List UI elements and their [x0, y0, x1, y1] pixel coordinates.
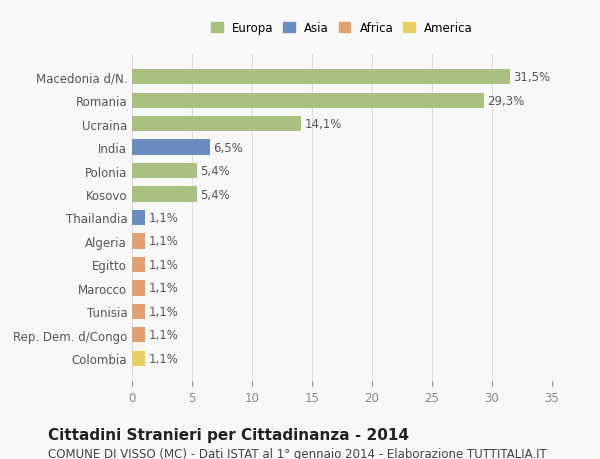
Text: 1,1%: 1,1%: [149, 305, 179, 318]
Bar: [132, 163, 197, 179]
Bar: [132, 280, 145, 296]
Bar: [132, 328, 145, 343]
Text: 31,5%: 31,5%: [514, 71, 551, 84]
Text: Cittadini Stranieri per Cittadinanza - 2014: Cittadini Stranieri per Cittadinanza - 2…: [48, 427, 409, 442]
Bar: [132, 117, 301, 132]
Bar: [132, 210, 145, 226]
Text: 14,1%: 14,1%: [305, 118, 342, 131]
Bar: [132, 257, 145, 273]
Text: 5,4%: 5,4%: [200, 188, 230, 201]
Bar: [132, 351, 145, 366]
Text: 1,1%: 1,1%: [149, 258, 179, 271]
Text: 5,4%: 5,4%: [200, 165, 230, 178]
Bar: [132, 140, 210, 156]
Text: COMUNE DI VISSO (MC) - Dati ISTAT al 1° gennaio 2014 - Elaborazione TUTTITALIA.I: COMUNE DI VISSO (MC) - Dati ISTAT al 1° …: [48, 448, 547, 459]
Bar: [132, 234, 145, 249]
Text: 1,1%: 1,1%: [149, 282, 179, 295]
Text: 29,3%: 29,3%: [487, 95, 524, 107]
Bar: [132, 187, 197, 202]
Legend: Europa, Asia, Africa, America: Europa, Asia, Africa, America: [208, 19, 476, 39]
Text: 6,5%: 6,5%: [214, 141, 244, 154]
Text: 1,1%: 1,1%: [149, 329, 179, 341]
Text: 1,1%: 1,1%: [149, 212, 179, 224]
Text: 1,1%: 1,1%: [149, 352, 179, 365]
Text: 1,1%: 1,1%: [149, 235, 179, 248]
Bar: [132, 93, 484, 108]
Bar: [132, 304, 145, 319]
Bar: [132, 70, 510, 85]
